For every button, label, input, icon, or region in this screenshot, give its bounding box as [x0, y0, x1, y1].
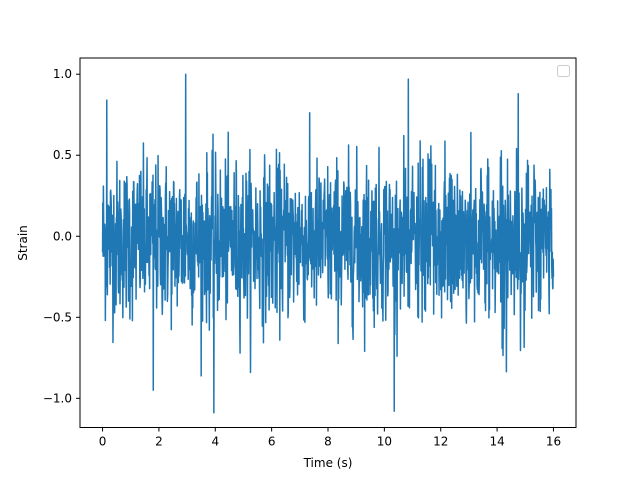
x-tick-label: 10: [377, 435, 392, 449]
y-tick-label: 0.5: [53, 148, 72, 162]
x-axis-ticks: 0 2 4 6 8 10 12 14 16: [99, 427, 561, 449]
y-axis-label: Strain: [16, 225, 30, 261]
strain-series-line: [101, 73, 555, 414]
y-tick-label: 1.0: [53, 67, 72, 81]
x-tick-label: 14: [489, 435, 504, 449]
x-tick-label: 16: [546, 435, 561, 449]
x-tick-label: 2: [155, 435, 163, 449]
x-tick-label: 6: [268, 435, 276, 449]
axes-frame: [79, 57, 577, 428]
y-tick-label: −1.0: [43, 391, 72, 405]
x-tick-label: 4: [211, 435, 219, 449]
x-tick-label: 12: [433, 435, 448, 449]
x-tick-label: 8: [324, 435, 332, 449]
y-tick-label: −0.5: [43, 310, 72, 324]
y-tick-label: 0.0: [53, 229, 72, 243]
y-axis-ticks: −1.0 −0.5 0.0 0.5 1.0: [43, 67, 80, 405]
x-axis-label: Time (s): [303, 456, 353, 470]
plot-area: [101, 73, 555, 414]
legend-box: [557, 65, 570, 77]
x-tick-label: 0: [99, 435, 107, 449]
